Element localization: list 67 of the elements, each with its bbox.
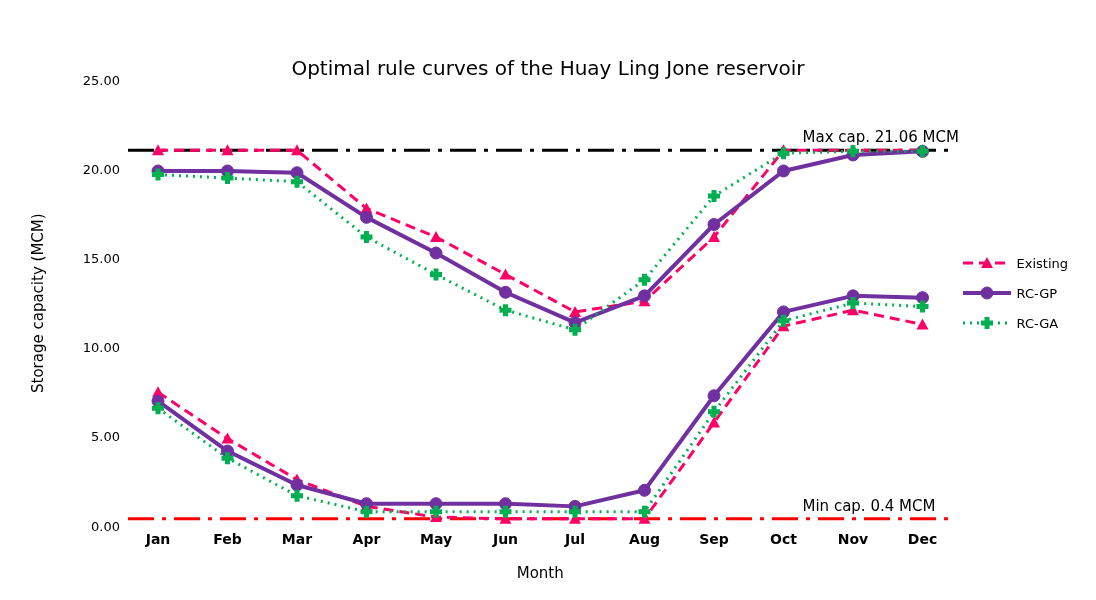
point (708, 405, 720, 418)
point (638, 273, 651, 286)
y-tick-label: 15.00 (82, 251, 120, 267)
y-tick-label: 10.00 (82, 340, 120, 356)
point (291, 489, 303, 502)
x-tick-label: Mar (281, 530, 313, 547)
x-tick-label: Aug (629, 530, 660, 547)
point (569, 323, 581, 336)
ref-line-label: Min cap. 0.4 MCM (802, 496, 936, 515)
point (429, 246, 443, 260)
point (291, 175, 303, 188)
point (569, 305, 581, 317)
point (290, 478, 304, 492)
point (221, 172, 234, 185)
point (916, 300, 929, 313)
point (152, 144, 164, 156)
point (708, 189, 720, 202)
x-tick-label: Jan (144, 530, 171, 547)
point (777, 147, 790, 160)
point (777, 314, 790, 327)
point (847, 297, 859, 309)
y-axis-title: Storage capacity (MCM) (29, 213, 48, 393)
point (152, 168, 164, 181)
point (638, 505, 651, 518)
point (221, 452, 234, 465)
x-tick-label: Dec (907, 530, 938, 547)
x-tick-label: Sep (699, 530, 729, 547)
point (360, 505, 373, 518)
point (569, 505, 581, 518)
point (499, 304, 512, 317)
point (638, 289, 651, 303)
point (430, 230, 442, 242)
point (707, 389, 721, 403)
x-tick-label: Jun (491, 530, 519, 547)
x-tick-label: Feb (213, 530, 242, 547)
x-axis-title: Month (516, 564, 564, 582)
y-tick-label: 25.00 (82, 72, 120, 88)
x-tick-label: Nov (837, 530, 869, 547)
point (430, 268, 442, 281)
x-tick-label: Oct (770, 530, 798, 547)
legend-label: RC-GP (1016, 285, 1058, 301)
point (360, 210, 373, 224)
point (499, 268, 512, 280)
point (708, 416, 720, 428)
point (360, 230, 373, 243)
x-tick-label: Jul (564, 530, 585, 547)
point (221, 144, 234, 156)
x-tick-label: Apr (352, 530, 381, 547)
y-tick-label: 5.00 (91, 429, 120, 445)
legend-label: RC-GA (1016, 315, 1059, 331)
chart-title: Optimal rule curves of the Huay Ling Jone reservoir (291, 56, 805, 80)
x-tick-label: May (419, 530, 453, 547)
ref-line-label: Max cap. 21.06 MCM (802, 128, 959, 147)
point (916, 318, 929, 330)
point (777, 164, 790, 178)
point (499, 505, 512, 518)
point (221, 432, 234, 444)
y-tick-label: 20.00 (82, 161, 120, 177)
legend-label: Existing (1016, 255, 1068, 271)
point (430, 505, 442, 518)
point (638, 483, 651, 497)
point (708, 230, 720, 242)
point (152, 402, 164, 415)
point (499, 285, 512, 299)
point (291, 144, 303, 156)
point (707, 218, 721, 231)
y-tick-label: 0.00 (91, 518, 120, 534)
